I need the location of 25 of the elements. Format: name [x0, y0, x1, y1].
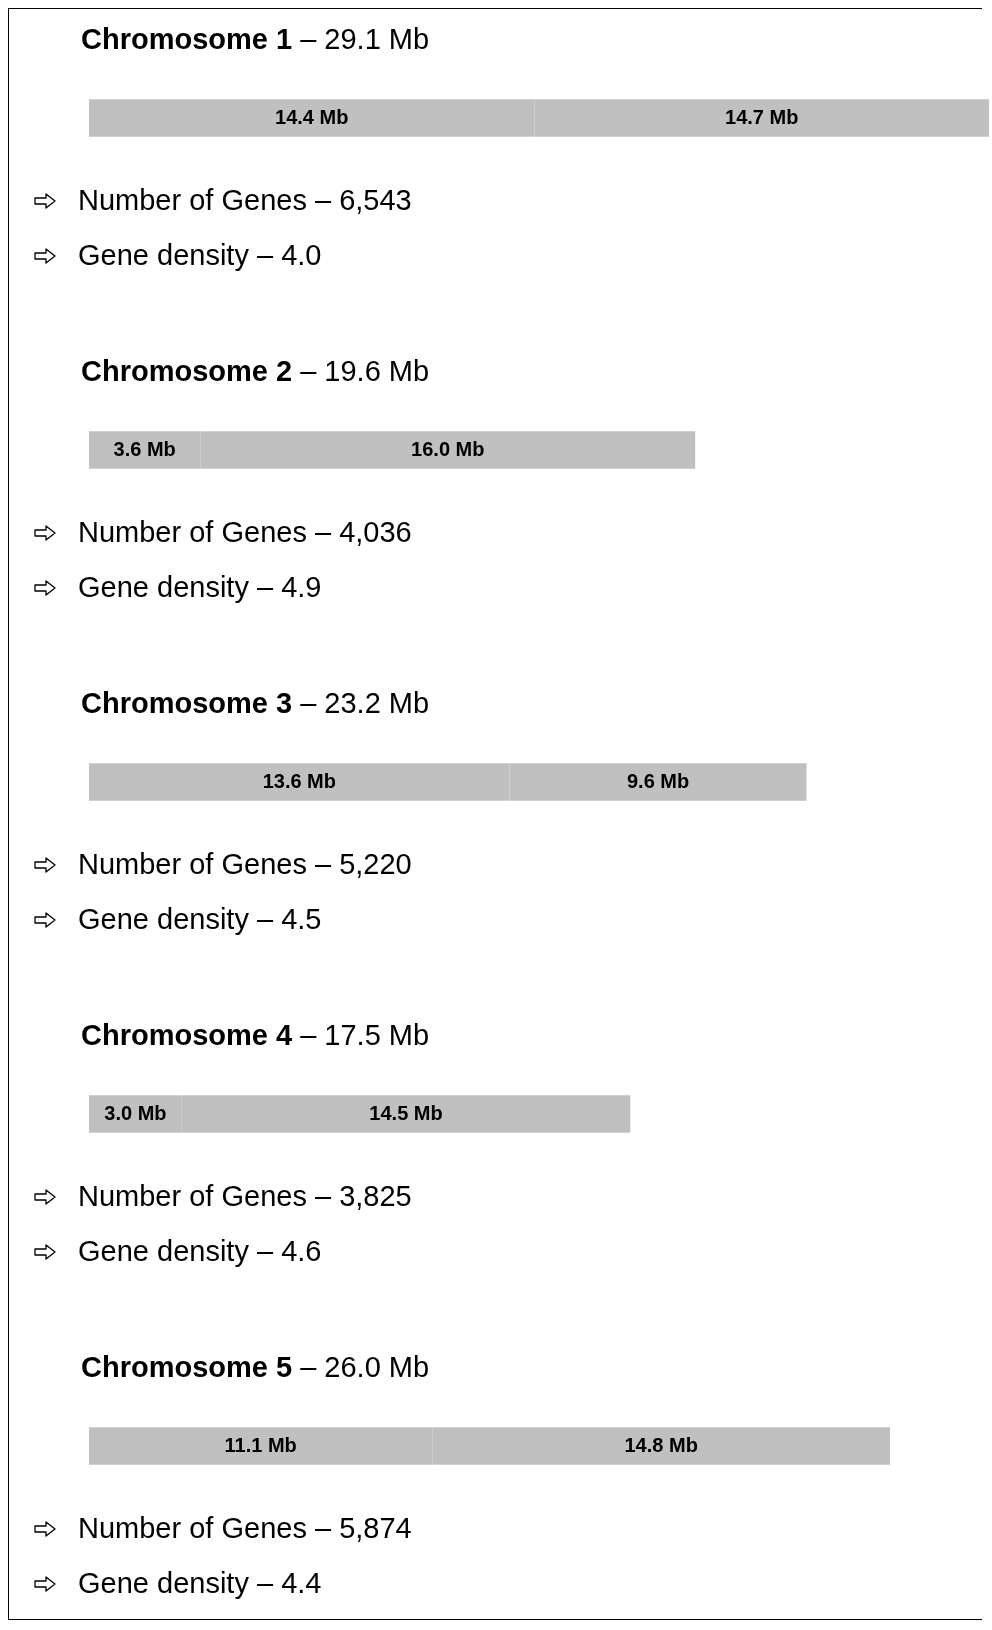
text: Gene density – 4.0: [78, 239, 322, 272]
data-label: 3.0 Mb: [104, 1101, 167, 1124]
text: Number of Genes – 6,543: [78, 184, 412, 217]
text: Number of Genes – 3,825: [78, 1180, 412, 1213]
data-label: 9.6 Mb: [626, 769, 690, 792]
chart-title: Chromosome 3 – 23.2 Mb: [81, 687, 430, 719]
chart-title: Chromosome 2 – 19.6 Mb: [81, 355, 430, 387]
chart-title: Chromosome 5 – 26.0 Mb: [81, 1351, 430, 1383]
chart-title: Chromosome 4 – 17.5 Mb: [81, 1019, 430, 1051]
data-label: 14.4 Mb: [275, 105, 349, 128]
text: Number of Genes – 5,220: [78, 848, 412, 881]
data-label: 14.7 Mb: [725, 105, 799, 128]
text: Number of Genes – 5,874: [78, 1512, 412, 1545]
text: Gene density – 4.5: [78, 903, 322, 936]
text: Gene density – 4.4: [78, 1567, 322, 1600]
text: Gene density – 4.9: [78, 571, 322, 604]
data-label: 14.8 Mb: [624, 1433, 698, 1456]
text: Gene density – 4.6: [78, 1235, 322, 1268]
data-label: 3.6 Mb: [113, 437, 176, 460]
text: Number of Genes – 4,036: [78, 516, 412, 549]
chart-title: Chromosome 1 – 29.1 Mb: [81, 23, 430, 55]
data-label: 11.1 Mb: [224, 1433, 297, 1456]
data-label: 16.0 Mb: [411, 437, 485, 460]
data-label: 14.5 Mb: [369, 1101, 443, 1124]
data-label: 13.6 Mb: [262, 769, 336, 792]
